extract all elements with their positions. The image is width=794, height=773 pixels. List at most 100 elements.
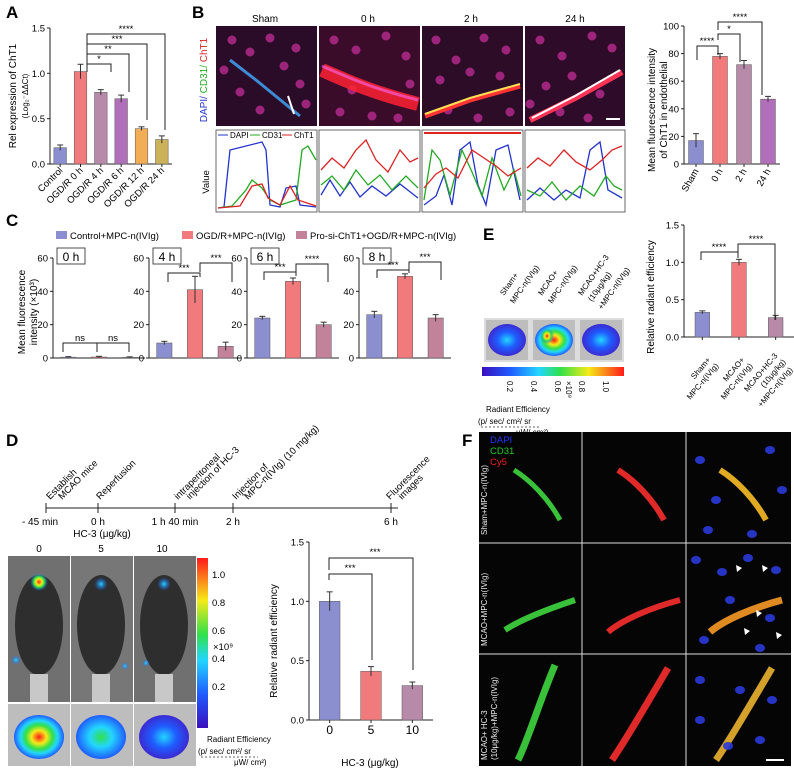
- nucleus: [265, 33, 275, 43]
- panel-f-row-3a: MCAO+ HC-3: [480, 710, 489, 760]
- nucleus: [717, 568, 727, 576]
- panel-d-cb-5: 0.2: [212, 682, 225, 693]
- panel-a-label: A: [6, 3, 18, 22]
- panel-c-ytick-label: 40: [133, 287, 144, 298]
- nucleus: [451, 55, 461, 65]
- panel-e-cb-exp: ×10⁹: [564, 381, 573, 398]
- chartB-xtick-label: Sham: [680, 167, 702, 194]
- chartE-ytick-label: 1.5: [666, 221, 679, 232]
- nucleus: [695, 456, 705, 464]
- nucleus: [691, 556, 701, 564]
- dose-0: 0: [36, 544, 42, 555]
- nucleus: [235, 87, 245, 97]
- panel-a-sig-3: ***: [111, 34, 122, 45]
- panel-b-sig-1: ****: [700, 36, 715, 47]
- panel-e-colorbar: [482, 367, 624, 376]
- chartE-bar: [768, 317, 784, 338]
- panel-d-sig-2: ***: [369, 547, 380, 558]
- panel-b-chart: 0 20 40 60 80 100 Sham 0 h 2 h 24 h: [663, 22, 780, 194]
- nucleus: [291, 43, 301, 53]
- panel-c-bar: [254, 317, 271, 359]
- panel-d-label: D: [6, 431, 18, 450]
- nucleus: [367, 111, 377, 121]
- chartB-xtick-label: 24 h: [755, 167, 774, 189]
- panel-d-chart: 0.0 0.5 1.0 1.5 0 5 10: [291, 538, 433, 737]
- timeline-tick-3: 1 h 40 min: [152, 517, 199, 528]
- chartA-ytick-label: 1.0: [32, 69, 45, 80]
- chartB-bar: [712, 56, 728, 165]
- nucleus: [393, 113, 403, 123]
- dose-5: 5: [98, 544, 104, 555]
- chartB-ytick-label: 60: [668, 77, 679, 88]
- nucleus: [329, 35, 339, 45]
- panel-c-sig-6h-2: ****: [305, 254, 320, 265]
- nucleus: [695, 716, 705, 724]
- brain-mcao-hc3: [582, 324, 620, 356]
- panel-c-ytick-label: 40: [37, 287, 48, 298]
- panel-e-cb-2: 0.4: [529, 381, 538, 393]
- chartA-bar: [114, 98, 128, 165]
- panel-c: Control+MPC-n(IVIg) OGD/R+MPC-n(IVIg) Pr…: [17, 231, 456, 365]
- nucleus: [245, 47, 255, 57]
- panel-e-significance: **** ****: [700, 234, 776, 320]
- chartB-ytick-label: 100: [663, 22, 679, 33]
- chartA-bar: [134, 128, 149, 165]
- panel-e-label: E: [483, 225, 494, 244]
- nucleus: [777, 486, 787, 494]
- panel-c-sig-8h-1: ***: [387, 260, 398, 271]
- nucleus: [607, 43, 617, 53]
- panel-d-bar-xlabel: HC-3 (μg/kg): [341, 758, 398, 769]
- panel-e-sig-1: ****: [712, 242, 727, 253]
- timeline-tick-2: 0 h: [91, 517, 105, 528]
- chartE-bar: [694, 312, 710, 338]
- panel-e-cb-1: 0.2: [505, 381, 514, 393]
- chartD-bar: [319, 601, 341, 721]
- nucleus: [767, 696, 777, 704]
- panel-b-sig-2: *: [727, 24, 731, 35]
- chartD-xtick-label: 0: [326, 723, 333, 737]
- nucleus: [567, 71, 577, 81]
- chartA-ytick-label: 1.5: [32, 24, 45, 35]
- chartA-ytick-label: 0.5: [32, 114, 45, 125]
- panel-c-ytick-label: 60: [231, 254, 242, 265]
- panel-c-sig-4h-2: ***: [210, 253, 221, 264]
- profile-legend-cht1: ChT1: [294, 131, 314, 140]
- hc3-title: HC-3 (μg/kg): [73, 529, 130, 540]
- nucleus: [755, 736, 765, 744]
- panel-c-ylabel-1: Mean fluorescence: [17, 269, 28, 354]
- panel-b-ch-cd31: CD31/: [199, 65, 210, 96]
- panel-f-row-2: MCAO+MPC-n(IVIg): [480, 573, 489, 646]
- nucleus: [747, 530, 757, 538]
- chartB-bar: [736, 64, 752, 165]
- nucleus: [703, 526, 713, 534]
- nucleus: [479, 33, 489, 43]
- nucleus: [219, 65, 229, 75]
- panel-c-charts: 0 20 40 60 0 h 0 20 40 60 4 h 0 20 40 60 6 h 0 20 40 60 8 h: [37, 247, 451, 365]
- panel-c-legend: Control+MPC-n(IVIg) OGD/R+MPC-n(IVIg) Pr…: [56, 231, 456, 242]
- panel-c-ytick-label: 20: [37, 320, 48, 331]
- nucleus: [525, 99, 535, 109]
- panel-c-bar: [285, 281, 301, 359]
- nucleus: [435, 75, 445, 85]
- panel-e-cb-3: 0.6: [553, 381, 562, 393]
- chartA-bar: [155, 139, 169, 165]
- nucleus: [771, 566, 781, 574]
- panel-e-cb-4: 0.8: [577, 381, 586, 393]
- nucleus: [587, 31, 597, 41]
- nucleus: [495, 71, 505, 81]
- panel-c-time-label: 6 h: [257, 250, 274, 264]
- profile-legend-cd31: CD31: [262, 131, 283, 140]
- nucleus: [695, 676, 705, 684]
- panel-e-chart: 0.0 0.5 1.0 1.5: [666, 221, 794, 344]
- micrograph-nuclei: [219, 31, 617, 123]
- panel-a-sig-4: ****: [119, 24, 134, 35]
- panel-e-sig-2: ****: [749, 234, 764, 245]
- panel-c-ytick-label: 0: [237, 354, 242, 365]
- nucleus: [595, 89, 605, 99]
- chartD-xtick-label: 5: [368, 723, 375, 737]
- panel-b-significance: **** * ****: [696, 12, 763, 95]
- panel-a-significance: * ** *** ****: [86, 24, 166, 130]
- nucleus: [255, 105, 265, 115]
- panel-d-bar-ylabel: Relative radiant efficiency: [269, 584, 280, 698]
